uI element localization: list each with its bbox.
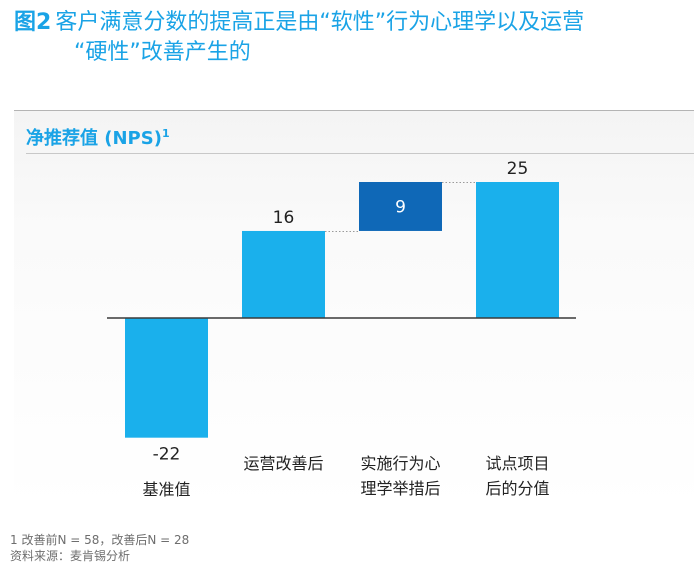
footnote-source: 资料来源：麦肯锡分析 [10,549,131,563]
category-label-4: 试点项目 [485,454,549,473]
chart-title-divider [26,153,694,154]
category-label-3-line2: 理学举措后 [360,479,440,498]
category-label-4-line2: 后的分值 [485,479,549,498]
figure-title-line2: “硬性”改善产生的 [74,40,251,65]
figure-number: 图2 [14,10,52,35]
chart-title-footnote-mark: 1 [161,127,170,140]
bar-3 [359,182,442,231]
chart-panel: 净推荐值 (NPS)1 [14,110,694,510]
figure-title: 图2 客户满意分数的提高正是由“软性”行为心理学以及运营 “硬性”改善产生的 [14,8,694,68]
bar-1 [125,318,208,438]
figure-title-line1: 客户满意分数的提高正是由“软性”行为心理学以及运营 [55,10,585,35]
value-label-1: -22 [153,445,181,465]
bar-2 [242,230,325,318]
footnotes: 1 改善前N = 58，改善后N = 28 资料来源：麦肯锡分析 [10,532,189,564]
value-label-4: 25 [507,159,529,179]
footnote-sample-size: 1 改善前N = 58，改善后N = 28 [10,533,190,547]
bar-4 [476,182,559,318]
panel-top-divider [14,110,694,111]
chart-title: 净推荐值 (NPS)1 [26,124,170,150]
category-label-2: 运营改善后 [243,454,323,473]
value-label-3: 9 [395,197,406,217]
chart-title-text: 净推荐值 (NPS) [26,128,162,149]
value-label-2: 16 [273,208,295,228]
category-label-1: 基准值 [142,480,190,499]
category-label-3: 实施行为心 [360,454,440,473]
